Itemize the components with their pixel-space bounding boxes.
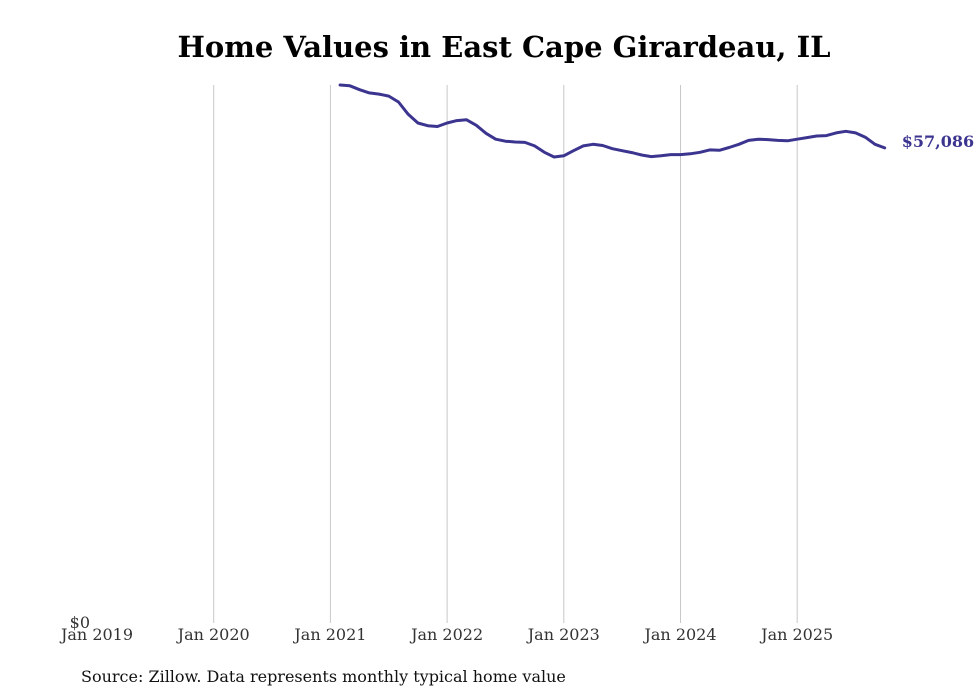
x-tick-label: Jan 2022 bbox=[409, 625, 483, 644]
x-axis-ticks: Jan 2019 Jan 2020 Jan 2021 Jan 2022 Jan 2023… bbox=[59, 625, 833, 644]
x-tick-label: Jan 2020 bbox=[176, 625, 250, 644]
x-tick-label: Jan 2021 bbox=[292, 625, 366, 644]
series-line-home-value bbox=[338, 83, 887, 159]
y-tick-label: $0 bbox=[70, 613, 90, 632]
x-tick-label: Jan 2019 bbox=[59, 625, 133, 644]
gridlines bbox=[213, 85, 798, 623]
x-tick-label: Jan 2025 bbox=[759, 625, 833, 644]
y-axis-ticks: $0 bbox=[70, 613, 90, 632]
end-value-label: $57,086 bbox=[902, 132, 974, 151]
chart-title: Home Values in East Cape Girardeau, IL bbox=[177, 30, 831, 64]
x-tick-label: Jan 2023 bbox=[526, 625, 600, 644]
source-note: Source: Zillow. Data represents monthly … bbox=[81, 667, 566, 686]
x-tick-label: Jan 2024 bbox=[642, 625, 716, 644]
